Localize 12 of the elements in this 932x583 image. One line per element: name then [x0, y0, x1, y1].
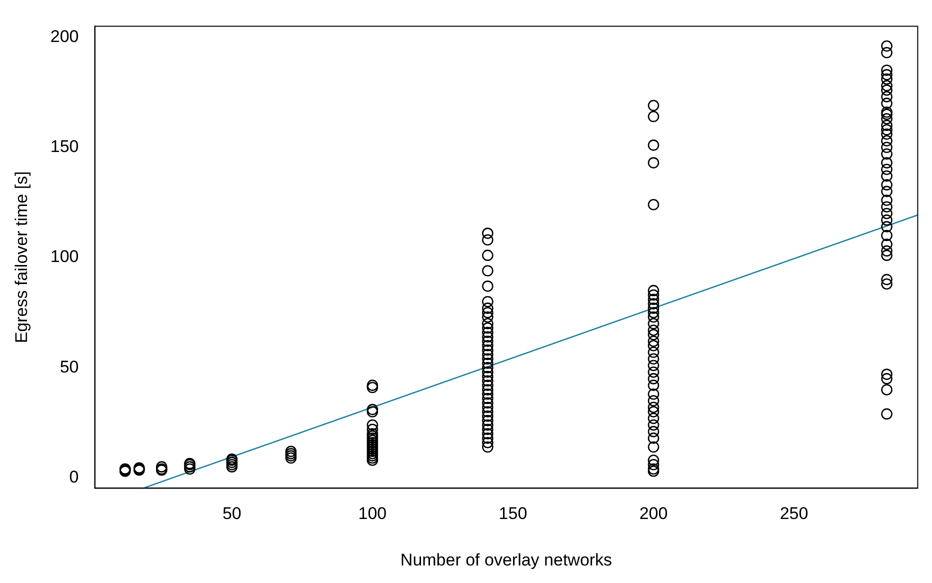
y-tick-label: 200 [50, 26, 79, 46]
x-tick-label: 50 [222, 504, 242, 524]
y-tick-label: 100 [50, 247, 79, 266]
y-tick-label: 50 [60, 357, 79, 376]
x-tick-label: 200 [639, 504, 668, 524]
y-tick-label: 150 [50, 137, 79, 156]
x-axis-title: Number of overlay networks [400, 550, 612, 570]
y-axis-title: Egress failover time [s] [12, 171, 31, 344]
y-tick-label: 0 [69, 468, 79, 487]
x-tick-label: 100 [358, 504, 387, 524]
x-tick-label: 250 [780, 504, 808, 524]
x-tick-label: 150 [498, 504, 528, 524]
